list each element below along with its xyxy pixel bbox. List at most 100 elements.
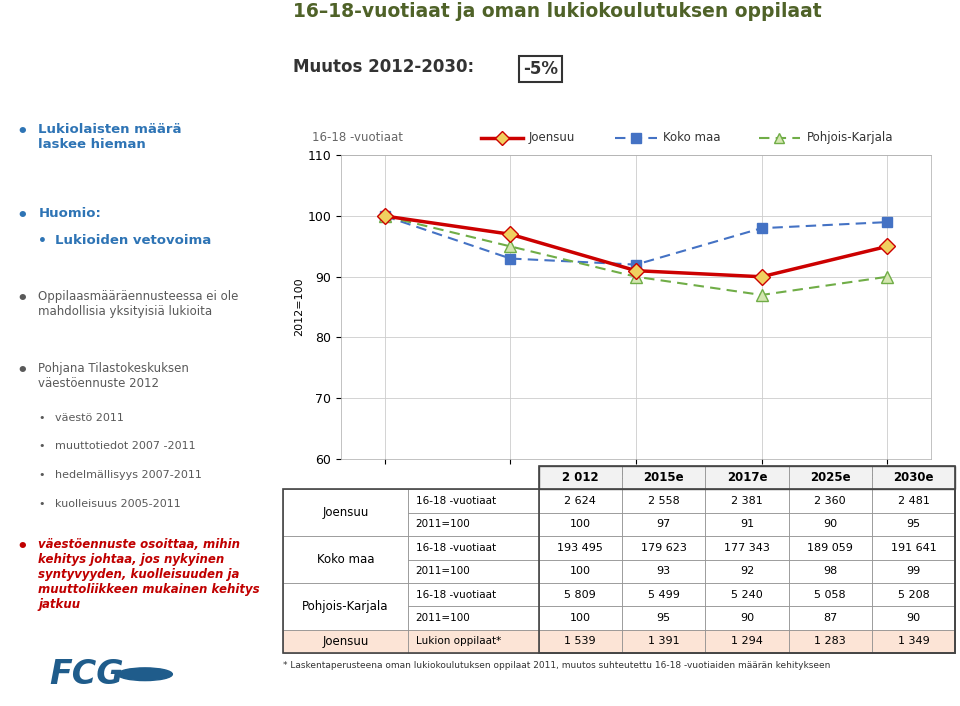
Bar	[539, 513, 622, 536]
Text: 2011=100: 2011=100	[416, 520, 470, 530]
Text: 90: 90	[823, 520, 837, 530]
Text: Pohjois-Karjala: Pohjois-Karjala	[302, 600, 389, 613]
Text: •: •	[16, 538, 28, 556]
Bar	[872, 559, 955, 583]
Text: Muutos 2012-2030:: Muutos 2012-2030:	[293, 58, 474, 76]
Text: Huomio:: Huomio:	[38, 207, 101, 220]
Bar	[283, 583, 407, 630]
Text: 1 349: 1 349	[898, 636, 929, 647]
Bar	[622, 606, 706, 630]
Text: Joensuun kaupunki: Joensuun kaupunki	[19, 16, 177, 30]
Text: Pohjois-Karjala: Pohjois-Karjala	[806, 131, 893, 144]
Bar	[872, 513, 955, 536]
Bar	[872, 466, 955, 489]
Bar	[872, 489, 955, 513]
Bar	[706, 559, 788, 583]
Bar	[788, 466, 872, 489]
Bar	[539, 630, 622, 653]
Text: Joensuu: Joensuu	[323, 506, 369, 519]
Text: Joensuu: Joensuu	[323, 635, 369, 648]
Text: Oppilaasmääräennusteessa ei ole
mahdollisia yksityisiä lukioita: Oppilaasmääräennusteessa ei ole mahdolli…	[38, 290, 239, 318]
Text: 16-18 -vuotiaat: 16-18 -vuotiaat	[416, 543, 495, 553]
Text: 5 208: 5 208	[898, 590, 929, 599]
Text: 90: 90	[740, 613, 754, 623]
Text: 93: 93	[657, 566, 671, 576]
Bar	[539, 559, 622, 583]
Bar	[788, 559, 872, 583]
Bar	[539, 583, 622, 606]
Bar	[706, 606, 788, 630]
Bar	[283, 489, 955, 653]
Text: 2 558: 2 558	[648, 496, 680, 506]
Text: •: •	[38, 470, 45, 480]
Text: 98: 98	[823, 566, 837, 576]
Text: 2011=100: 2011=100	[416, 613, 470, 623]
Bar	[788, 489, 872, 513]
Text: 91: 91	[740, 520, 754, 530]
Text: 95: 95	[657, 613, 671, 623]
Text: 5 809: 5 809	[564, 590, 596, 599]
Text: 16-18 -vuotiaat: 16-18 -vuotiaat	[416, 590, 495, 599]
Bar	[407, 466, 539, 489]
Bar	[407, 513, 539, 536]
Text: 2 624: 2 624	[564, 496, 596, 506]
Bar	[788, 583, 872, 606]
Text: 92: 92	[740, 566, 754, 576]
Text: 1 539: 1 539	[564, 636, 596, 647]
Bar	[283, 489, 407, 536]
Bar	[706, 630, 788, 653]
Text: väestö 2011: väestö 2011	[55, 413, 124, 423]
Bar	[706, 489, 788, 513]
Bar	[407, 489, 539, 513]
Text: 16-18 -vuotiaat: 16-18 -vuotiaat	[312, 131, 403, 144]
Text: 16-18 -vuotiaat: 16-18 -vuotiaat	[416, 496, 495, 506]
Text: 5 058: 5 058	[814, 590, 846, 599]
Text: 2015e: 2015e	[643, 471, 684, 484]
Text: Lukion oppilaat*: Lukion oppilaat*	[416, 636, 501, 647]
Bar	[622, 513, 706, 536]
Text: Lähde:Tilastokeskus: Lähde:Tilastokeskus	[818, 489, 931, 499]
Text: FCG: FCG	[49, 658, 124, 690]
Text: 2 481: 2 481	[898, 496, 929, 506]
Bar	[407, 606, 539, 630]
Text: kuolleisuus 2005-2011: kuolleisuus 2005-2011	[55, 498, 180, 509]
Text: •: •	[38, 413, 45, 423]
Text: 99: 99	[906, 566, 921, 576]
Bar	[622, 559, 706, 583]
Text: Pohjana Tilastokeskuksen
väestöennuste 2012: Pohjana Tilastokeskuksen väestöennuste 2…	[38, 362, 189, 390]
Text: 1 294: 1 294	[731, 636, 763, 647]
Bar	[407, 559, 539, 583]
Text: •: •	[16, 290, 28, 309]
Bar	[788, 606, 872, 630]
Bar	[706, 466, 788, 489]
Bar	[539, 606, 622, 630]
Text: •: •	[38, 234, 47, 248]
Text: 100: 100	[569, 566, 590, 576]
Bar	[539, 536, 622, 559]
Bar	[706, 583, 788, 606]
Text: 2011=100: 2011=100	[416, 566, 470, 576]
Text: 189 059: 189 059	[807, 543, 853, 553]
Bar	[539, 466, 955, 653]
Text: 87: 87	[823, 613, 837, 623]
Text: •: •	[38, 441, 45, 451]
Bar	[283, 536, 407, 583]
Text: * Laskentaperusteena oman lukiokoulutuksen oppilaat 2011, muutos suhteutettu 16-: * Laskentaperusteena oman lukiokoulutuks…	[283, 661, 830, 669]
Text: 1 391: 1 391	[648, 636, 680, 647]
Text: 1 283: 1 283	[814, 636, 846, 647]
Bar	[407, 583, 539, 606]
Y-axis label: 2012=100: 2012=100	[295, 277, 304, 337]
Text: 2025e: 2025e	[810, 471, 851, 484]
Bar	[622, 466, 706, 489]
Text: •: •	[16, 362, 28, 380]
Text: 95: 95	[906, 520, 921, 530]
Text: 191 641: 191 641	[891, 543, 936, 553]
Bar	[283, 466, 407, 489]
Text: 2030e: 2030e	[894, 471, 934, 484]
Circle shape	[118, 668, 173, 681]
Text: •: •	[16, 124, 28, 141]
Text: muuttotiedot 2007 -2011: muuttotiedot 2007 -2011	[55, 441, 195, 451]
Bar	[872, 583, 955, 606]
Bar	[872, 630, 955, 653]
Text: väestöennuste osoittaa, mihin
kehitys johtaa, jos nykyinen
syntyvyyden, kuolleis: väestöennuste osoittaa, mihin kehitys jo…	[38, 538, 260, 611]
